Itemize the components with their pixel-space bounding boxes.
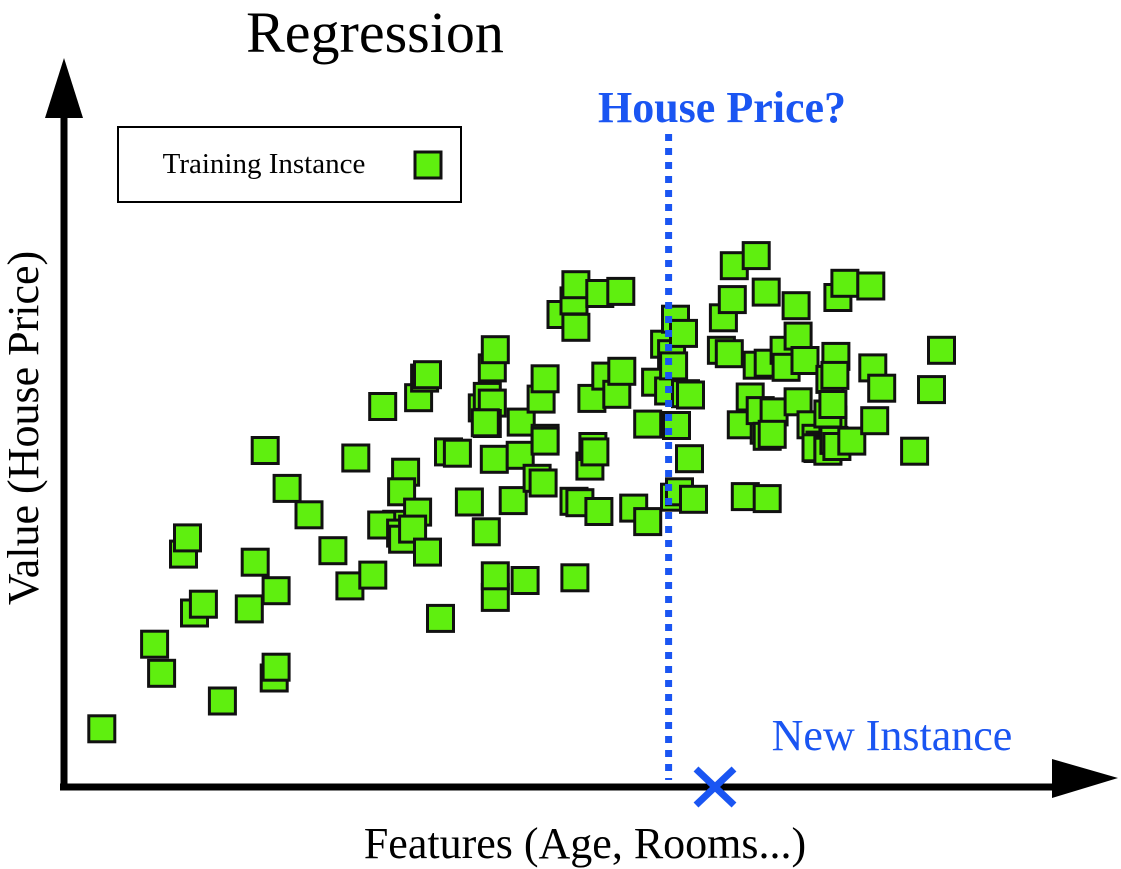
scatter-point-74 [607, 356, 637, 386]
scatter-point-16 [318, 536, 348, 566]
scatter-point-45 [470, 408, 500, 438]
axes [45, 58, 1118, 798]
scatter-point-20 [368, 392, 398, 421]
scatter-point-0 [87, 714, 117, 744]
scatter-point-60 [561, 312, 591, 342]
scatter-point-12 [261, 576, 291, 606]
scatter-point-108 [757, 419, 787, 449]
scatter-point-33 [426, 603, 455, 633]
house-price-question: House Price? [598, 83, 846, 132]
scatter-point-68 [580, 437, 610, 467]
scatter-point-19 [358, 560, 388, 590]
scatter-point-4 [173, 523, 202, 553]
scatter-point-139 [927, 335, 956, 365]
scatter-point-44 [479, 444, 509, 474]
scatter-point-15 [294, 500, 324, 530]
scatter-point-73 [606, 276, 636, 306]
scatter-point-137 [867, 373, 897, 403]
scatter-point-115 [790, 346, 820, 375]
chart-title: Regression [246, 0, 504, 65]
scatter-point-55 [530, 426, 560, 456]
scatter-point-62 [560, 563, 590, 593]
x-axis-label: Features (Age, Rooms...) [364, 819, 806, 868]
scatter-point-109 [752, 484, 782, 514]
scatter-point-94 [717, 285, 747, 315]
scatter-point-135 [860, 406, 890, 436]
scatter-point-57 [530, 364, 560, 394]
scatter-point-1 [140, 629, 170, 659]
scatter-point-61 [561, 270, 591, 300]
scatter-point-69 [584, 497, 614, 526]
scatter-point-134 [856, 271, 886, 301]
scatter-point-51 [510, 566, 540, 595]
scatter-point-138 [900, 436, 930, 466]
new-instance-x-marker [693, 766, 737, 808]
scatter-point-83 [659, 351, 689, 381]
scatter-point-13 [250, 436, 280, 465]
scatter-point-96 [714, 339, 744, 369]
scatter-point-43 [480, 335, 510, 365]
scatter-point-11 [261, 652, 291, 682]
scatter-point-113 [781, 291, 811, 321]
new-instance-label: New Instance [772, 711, 1013, 760]
legend-label: Training Instance [163, 148, 366, 180]
scatter-point-88 [669, 318, 698, 348]
legend-marker [413, 150, 443, 180]
scatter-point-32 [413, 360, 442, 390]
scatter-point-126 [818, 390, 848, 419]
scatter-point-91 [679, 484, 708, 514]
scatter-point-8 [234, 594, 264, 624]
scatter-point-35 [442, 438, 472, 468]
scatter-point-37 [471, 517, 501, 547]
scatter-point-90 [675, 444, 704, 474]
scatter-point-29 [413, 537, 442, 567]
scatter-point-114 [783, 321, 813, 351]
scatter-point-2 [147, 658, 177, 688]
scatter-point-105 [741, 241, 771, 271]
scatter-point-131 [820, 360, 850, 390]
scatter-point-7 [207, 686, 237, 716]
scatter-point-48 [498, 486, 528, 516]
scatter-point-53 [528, 468, 558, 498]
x-axis-arrow [1052, 759, 1118, 798]
legend-box [117, 126, 462, 203]
scatter-point-47 [480, 561, 510, 591]
y-axis-label: Value (House Price) [0, 251, 48, 605]
scatter-point-89 [676, 380, 705, 410]
scatter-points [87, 241, 956, 744]
scatter-point-76 [633, 409, 663, 439]
scatter-point-6 [188, 589, 218, 619]
scatter-point-14 [272, 473, 302, 503]
scatter-point-140 [917, 375, 946, 405]
y-axis-arrow [45, 58, 83, 118]
scatter-point-36 [454, 487, 484, 517]
scatter-point-132 [830, 268, 860, 298]
legend: Training Instance [117, 126, 462, 203]
scatter-point-9 [240, 547, 270, 577]
scatter-point-104 [751, 277, 781, 307]
scatter-point-18 [341, 443, 371, 473]
scatter-point-77 [633, 507, 663, 537]
